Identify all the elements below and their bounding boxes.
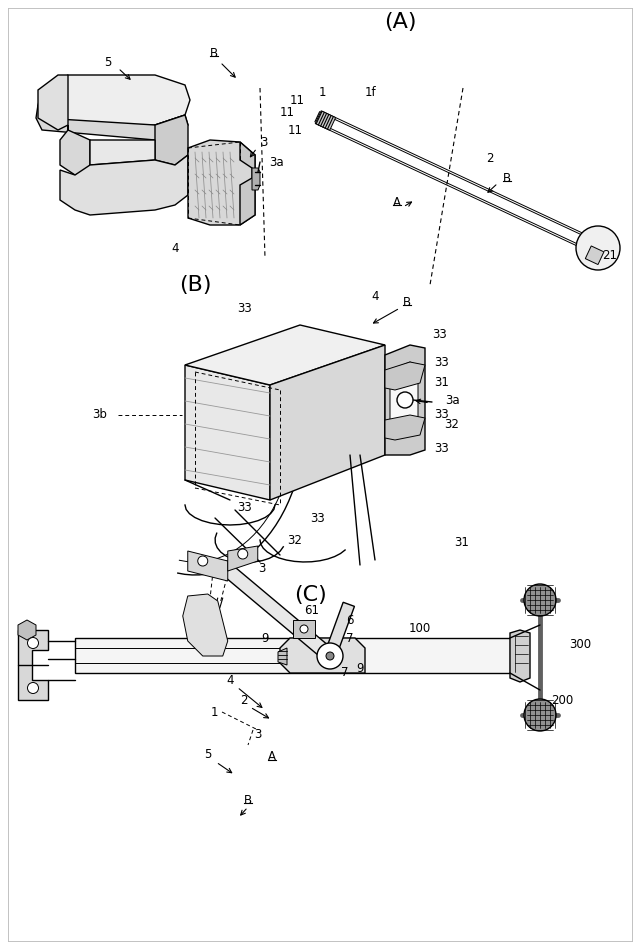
Circle shape — [237, 549, 248, 559]
Text: 7: 7 — [341, 666, 349, 679]
Polygon shape — [90, 140, 155, 165]
Polygon shape — [185, 365, 270, 500]
Text: 1: 1 — [211, 705, 218, 718]
Text: 2: 2 — [240, 694, 248, 706]
Text: 1f: 1f — [364, 85, 376, 99]
Text: (C): (C) — [294, 585, 326, 605]
Text: 3: 3 — [254, 729, 262, 741]
Text: 3a: 3a — [269, 156, 284, 169]
Text: 4: 4 — [172, 241, 179, 254]
Text: 11: 11 — [290, 94, 305, 106]
Polygon shape — [316, 111, 335, 130]
Polygon shape — [385, 415, 425, 440]
Text: 33: 33 — [433, 328, 447, 342]
Text: 5: 5 — [204, 749, 212, 761]
Text: 33: 33 — [435, 441, 449, 455]
Text: 33: 33 — [435, 408, 449, 421]
Circle shape — [326, 652, 334, 660]
Polygon shape — [385, 345, 425, 455]
Polygon shape — [183, 594, 228, 656]
Polygon shape — [38, 75, 68, 130]
Text: B: B — [503, 172, 511, 184]
Polygon shape — [36, 105, 188, 140]
Polygon shape — [240, 142, 255, 225]
Polygon shape — [60, 155, 188, 215]
Text: B: B — [403, 295, 411, 308]
Polygon shape — [390, 362, 418, 428]
Text: 6: 6 — [346, 613, 354, 626]
Circle shape — [198, 556, 208, 566]
Polygon shape — [185, 325, 385, 385]
Polygon shape — [586, 246, 604, 265]
Text: 3b: 3b — [93, 408, 108, 421]
Text: 32: 32 — [445, 419, 460, 432]
Text: 3a: 3a — [445, 394, 460, 406]
Text: 11: 11 — [288, 123, 303, 137]
Circle shape — [576, 226, 620, 270]
Polygon shape — [385, 362, 425, 390]
Text: 33: 33 — [237, 302, 252, 314]
Polygon shape — [188, 140, 255, 225]
Text: 7: 7 — [346, 631, 354, 644]
Text: 31: 31 — [454, 536, 469, 549]
Polygon shape — [18, 620, 36, 640]
Polygon shape — [324, 603, 355, 658]
Circle shape — [28, 682, 38, 694]
Text: 9: 9 — [356, 661, 364, 675]
Text: B: B — [244, 793, 252, 807]
Bar — [75, 638, 510, 673]
Text: 1: 1 — [318, 85, 326, 99]
Text: 32: 32 — [287, 533, 303, 547]
Polygon shape — [278, 648, 287, 665]
Circle shape — [524, 584, 556, 616]
Text: 4: 4 — [371, 290, 379, 304]
Polygon shape — [18, 630, 48, 700]
Text: 33: 33 — [435, 357, 449, 369]
Text: 3: 3 — [259, 562, 266, 574]
Polygon shape — [155, 115, 188, 165]
Circle shape — [28, 638, 38, 648]
Bar — [293, 620, 315, 638]
Text: 9: 9 — [261, 631, 269, 644]
Text: A: A — [393, 195, 401, 209]
Text: 200: 200 — [551, 694, 573, 706]
Polygon shape — [270, 345, 385, 500]
Polygon shape — [38, 75, 190, 125]
Text: 31: 31 — [435, 376, 449, 388]
Polygon shape — [188, 551, 228, 581]
Polygon shape — [218, 561, 335, 661]
Text: 5: 5 — [104, 55, 112, 68]
Polygon shape — [60, 125, 90, 175]
Circle shape — [300, 625, 308, 633]
Polygon shape — [510, 630, 530, 682]
Polygon shape — [280, 638, 365, 673]
Text: 11: 11 — [280, 105, 295, 119]
Text: A: A — [268, 751, 276, 764]
Text: 33: 33 — [310, 512, 325, 525]
Text: B: B — [210, 47, 218, 60]
Text: 21: 21 — [602, 249, 618, 262]
Polygon shape — [228, 546, 258, 571]
Circle shape — [397, 392, 413, 408]
Text: 2: 2 — [486, 152, 493, 164]
Text: 3: 3 — [260, 136, 268, 148]
Text: (B): (B) — [179, 275, 211, 295]
Text: 61: 61 — [305, 605, 319, 618]
Circle shape — [524, 699, 556, 731]
Polygon shape — [252, 168, 260, 190]
Text: 4: 4 — [227, 674, 234, 686]
Text: 300: 300 — [569, 639, 591, 652]
Text: (A): (A) — [384, 12, 416, 32]
Circle shape — [317, 643, 343, 669]
Text: 100: 100 — [409, 622, 431, 635]
Text: 33: 33 — [237, 500, 252, 513]
